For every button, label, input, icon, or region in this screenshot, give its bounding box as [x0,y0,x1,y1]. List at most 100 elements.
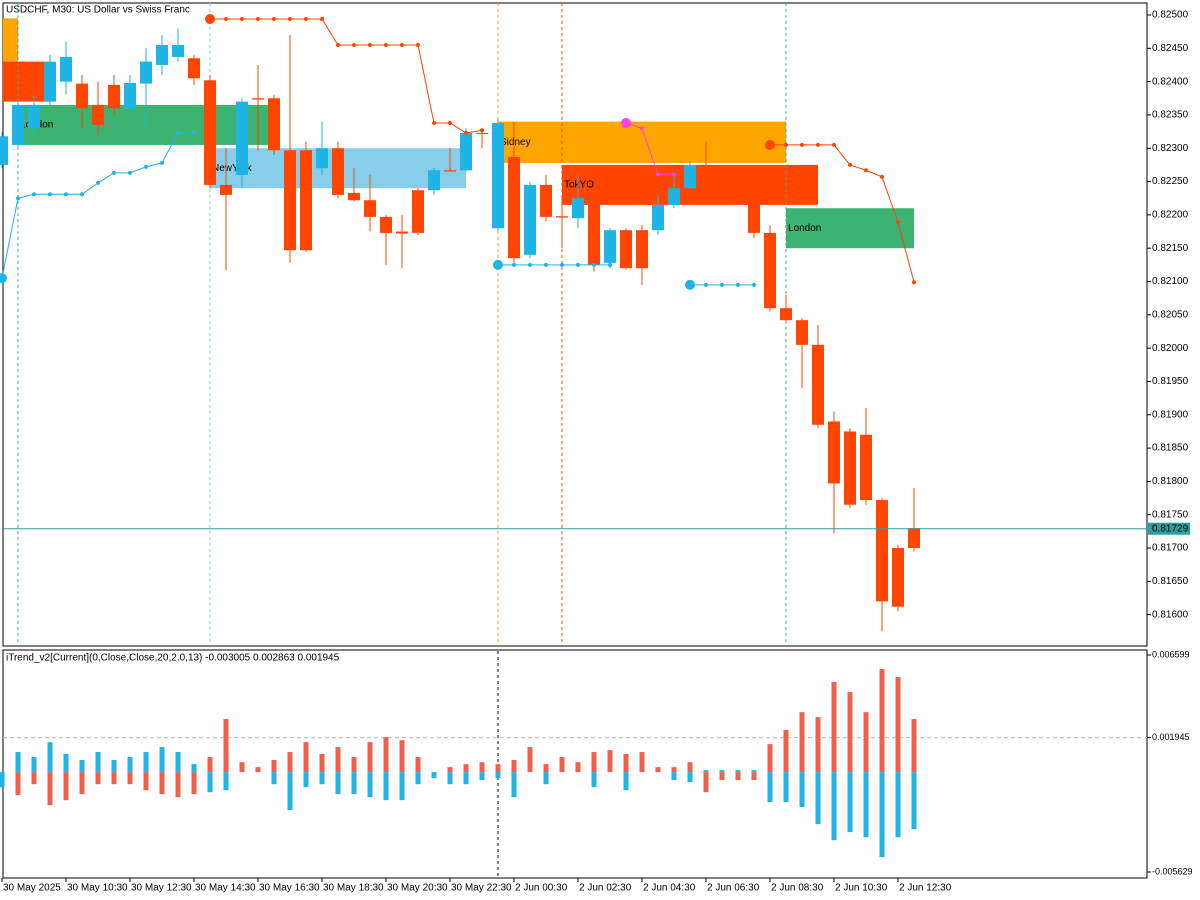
signal-dot [832,142,836,147]
y-tick-label: 0.82500 [1152,10,1189,21]
signal-dot [304,16,308,21]
candle-body [748,184,760,233]
signal-dot [336,42,340,47]
indicator-bar [383,737,389,773]
current-price-box [1148,522,1190,535]
y-tick-label: 0.82350 [1152,110,1189,121]
candle-body [172,44,184,57]
y-tick-label: 0.81700 [1152,543,1189,554]
indicator-bar [847,772,853,833]
indicator-bar [175,772,181,798]
signal-dot [400,42,404,47]
indicator-bar [623,772,629,791]
candle-body [860,434,872,501]
signal-dot [160,160,164,165]
signal-dot [480,128,484,133]
candle-body [828,421,840,484]
candle-body [908,528,920,549]
indicator-bar [79,772,85,795]
x-tick-label: 30 May 20:30 [387,883,448,894]
indicator-bar [511,760,517,773]
indicator-bar [191,764,197,773]
main-panel-border [2,2,1148,647]
indicator-bar [111,760,117,773]
indicator-bar [191,772,197,795]
indicator-bar [143,752,149,773]
signal-dot [288,16,292,21]
indicator-bar [399,740,405,773]
signal-dot [720,282,724,287]
signal-dot [752,282,756,287]
indicator-bar [879,772,885,858]
signal-dot [896,220,900,225]
signal-dot [448,120,452,125]
chart-title: USDCHF, M30: US Dollar vs Swiss Franc [6,5,190,16]
indicator-bar [287,752,293,773]
signal-dot [560,262,564,267]
candle-body [140,61,152,84]
signal-line [625,122,674,175]
y-tick-label: 0.82050 [1152,309,1189,320]
indicator-bar [383,772,389,801]
candle-body [300,150,312,251]
candle-body [812,344,824,425]
signal-dot [621,117,631,128]
indicator-bar [271,760,277,773]
signal-dot [0,273,7,284]
indicator-bar [527,747,533,773]
signal-dot [224,16,228,21]
indicator-panel-border [2,649,1148,879]
signal-dot [240,16,244,21]
candle-body [220,184,232,195]
candle-body [732,184,744,187]
indicator-bar [719,772,725,781]
indicator-bar [895,676,901,773]
candle-body [700,164,712,189]
indicator-bar [63,754,69,773]
signal-dot [128,170,132,175]
indicator-bar [591,752,597,773]
indicator-bar [495,764,501,773]
candle-body [428,170,440,191]
candle-body [636,230,648,269]
session-label: Sidney [500,137,531,148]
signal-dot [765,139,775,150]
y-tick-label: 0.81900 [1152,409,1189,420]
signal-line [210,18,483,134]
indicator-bar [303,772,309,788]
indicator-bar [831,681,837,773]
indicator-bar [415,772,421,785]
indicator-title: iTrend_v2[Current](0,Close,Close,20,2.0,… [6,653,340,664]
indicator-bar [303,742,309,773]
signal-dot [416,42,420,47]
x-tick-label: 2 Jun 08:30 [771,883,824,894]
signal-dot [256,16,260,21]
indicator-bar [319,772,325,785]
signal-dot [96,180,100,185]
candle-body [844,431,856,505]
indicator-bar [15,772,21,796]
candle-body [108,84,120,109]
candle-body [588,198,600,265]
indicator-bar [687,762,693,773]
indicator-bar [239,762,245,773]
indicator-bar [511,772,517,798]
candle-body [284,150,296,251]
indicator-bar [735,772,741,781]
x-tick-label: 30 May 12:30 [131,883,192,894]
y-tick-label: 0.82250 [1152,176,1189,187]
x-tick-label: 30 May 10:30 [67,883,128,894]
signal-dot [784,142,788,147]
candle-body [12,104,24,145]
signal-dot [384,42,388,47]
indicator-bar [783,772,789,803]
indicator-bar [847,692,853,773]
candle-body [156,44,168,65]
signal-dot [880,174,884,179]
indicator-bar [559,757,565,773]
signal-dot [464,130,468,135]
candle-body [540,184,552,217]
indicator-bar [367,772,373,798]
signal-dot [112,170,116,175]
